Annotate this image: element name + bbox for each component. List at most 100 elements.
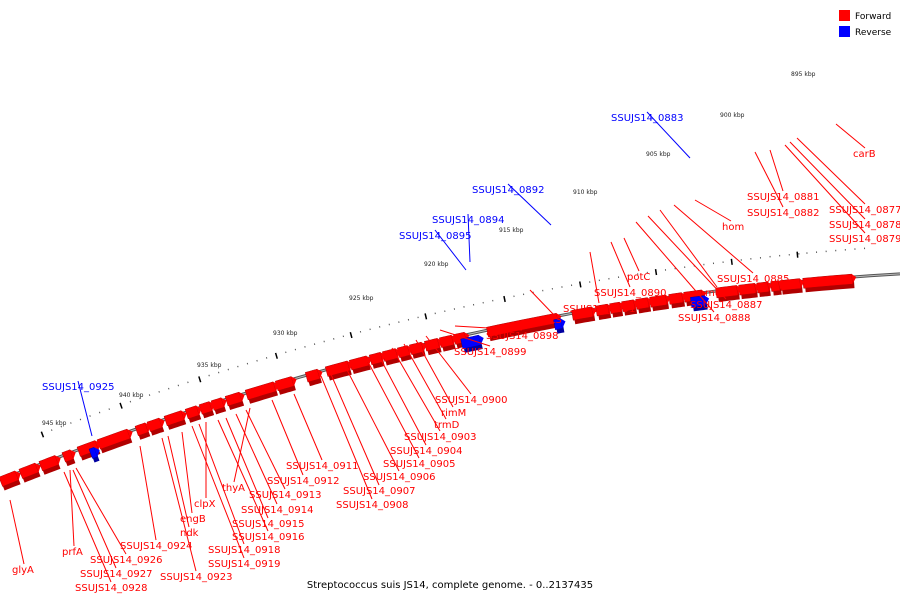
gene-label-hom[interactable]: hom [694, 199, 744, 233]
gene-label-ssujs14-0900[interactable]: SSUJS14_0900 [425, 335, 508, 406]
gene-label-ssujs14-0924[interactable]: SSUJS14_0924 [120, 445, 193, 552]
forward-gene-block[interactable] [396, 345, 413, 362]
gene-label-ssujs14-0878[interactable]: SSUJS14_0878 [789, 141, 900, 231]
forward-gene-block[interactable] [649, 294, 671, 312]
forward-gene-block[interactable] [438, 334, 457, 352]
gene-label-ssujs14-0915[interactable]: SSUJS14_0915 [225, 417, 305, 530]
forward-gene-block[interactable] [184, 405, 202, 423]
reverse-gene-block[interactable] [88, 446, 100, 463]
gene-label-ssujs14-0912[interactable]: SSUJS14_0912 [267, 399, 340, 487]
gene-label-ssujs14-0908[interactable]: SSUJS14_0908 [320, 375, 409, 511]
forward-gene-block[interactable] [224, 391, 245, 410]
legend: Forward Reverse [839, 10, 892, 38]
forward-gene-block[interactable] [324, 360, 353, 381]
forward-gene-block[interactable] [756, 281, 773, 297]
gene-label-engb[interactable]: engB [180, 431, 206, 525]
gene-label-ssujs14-0894[interactable]: SSUJS14_0894 [432, 213, 505, 263]
forward-gene-block[interactable] [571, 306, 597, 325]
gene-label-carb[interactable]: carB [835, 123, 876, 160]
forward-gene-block[interactable] [96, 428, 133, 454]
gene-label-ssujs14-0888[interactable]: SSUJS14_0888 [635, 221, 751, 324]
forward-gene-block[interactable] [134, 422, 151, 440]
gene-label-ssujs14-0918[interactable]: SSUJS14_0918 [198, 423, 281, 556]
gene-label-ssujs14-0879[interactable]: SSUJS14_0879 [784, 144, 900, 245]
gene-label-ssujs14-0892[interactable]: SSUJS14_0892 [472, 183, 552, 226]
leader-line [391, 347, 441, 432]
gene-arrowhead [145, 422, 151, 433]
gene-label-ssujs14-0907[interactable]: SSUJS14_0907 [329, 371, 416, 497]
forward-gene-block[interactable] [0, 470, 21, 491]
gene-label-ssujs14-0904[interactable]: SSUJS14_0904 [377, 353, 463, 457]
forward-gene-block[interactable] [244, 381, 279, 404]
forward-gene-block[interactable] [274, 376, 297, 395]
forward-gene-block[interactable] [738, 283, 760, 300]
gene-label-ssujs14-0877[interactable]: SSUJS14_0877 [796, 137, 900, 216]
forward-gene-block[interactable] [715, 285, 742, 302]
forward-gene-block[interactable] [595, 303, 613, 320]
gene-label-ssujs14-0916[interactable]: SSUJS14_0916 [217, 419, 305, 543]
gene-arrowhead [209, 401, 215, 411]
gene-label-ssujs14-0899[interactable]: SSUJS14_0899 [439, 329, 527, 358]
forward-gene-block[interactable] [304, 368, 323, 387]
forward-gene-block[interactable] [146, 417, 165, 436]
forward-gene-block[interactable] [635, 297, 653, 314]
gene-label-ssujs14-0887[interactable]: SSUJS14_0887 [647, 215, 763, 311]
leader-line [425, 335, 472, 395]
gene-label-ssujs14-0891[interactable]: SSUJS14_0891 [563, 251, 636, 315]
gene-label-ssujs14-0882[interactable]: SSUJS14_0882 [747, 151, 820, 219]
gene-label-ssujs14-0905[interactable]: SSUJS14_0905 [365, 357, 456, 470]
forward-gene-block[interactable] [198, 401, 215, 419]
gene-label-rimm[interactable]: rimM [415, 339, 466, 419]
gene-label-ssujs14-0906[interactable]: SSUJS14_0906 [344, 365, 436, 483]
forward-gene-block[interactable] [61, 449, 76, 467]
gene-label-thya[interactable]: thyA [222, 407, 251, 494]
gene-label-prts[interactable]: prtS [529, 289, 562, 326]
gene-label-text: SSUJS14_0894 [432, 215, 505, 226]
gene-label-murb[interactable]: murB [659, 209, 732, 299]
gene-label-ssujs14-0903[interactable]: SSUJS14_0903 [391, 347, 477, 443]
gene-arrowhead [395, 348, 401, 359]
forward-gene-block[interactable] [770, 280, 784, 296]
forward-gene-block[interactable] [348, 355, 372, 374]
forward-gene-block[interactable] [486, 312, 562, 342]
gene-label-ssujs14-0928[interactable]: SSUJS14_0928 [63, 471, 148, 594]
forward-gene-block[interactable] [210, 397, 227, 415]
gene-label-ssujs14-0885[interactable]: SSUJS14_0885 [673, 204, 790, 285]
gene-label-ssujs14-0881[interactable]: SSUJS14_0881 [747, 149, 820, 203]
forward-gene-block[interactable] [38, 455, 61, 475]
reverse-gene-block[interactable] [460, 334, 484, 353]
minor-tick [79, 418, 82, 421]
forward-gene-block[interactable] [802, 273, 857, 293]
gene-label-ndk[interactable]: ndk [167, 435, 199, 539]
forward-gene-block[interactable] [163, 410, 187, 430]
forward-gene-block[interactable] [779, 278, 805, 295]
gene-label-clpx[interactable]: clpX [194, 422, 216, 510]
gene-label-trmd[interactable]: trmD [403, 343, 460, 431]
gene-label-ssujs14-0919[interactable]: SSUJS14_0919 [191, 425, 281, 570]
forward-gene-block[interactable] [609, 301, 625, 318]
reverse-gene-block[interactable] [690, 295, 710, 312]
reverse-gene-block[interactable] [553, 318, 566, 334]
gene-label-glya[interactable]: glyA [9, 499, 34, 576]
gene-label-ssujs14-0890[interactable]: SSUJS14_0890 [594, 241, 667, 299]
gene-label-ssujs14-0923[interactable]: SSUJS14_0923 [160, 437, 233, 583]
gene-label-ssujs14-0925[interactable]: SSUJS14_0925 [42, 380, 115, 437]
gene-label-ssujs14-0898[interactable]: SSUJS14_0898 [454, 325, 559, 342]
gene-label-ssujs14-0883[interactable]: SSUJS14_0883 [611, 111, 691, 159]
gene-label-ssujs14-0913[interactable]: SSUJS14_0913 [245, 409, 322, 501]
forward-gene-block[interactable] [423, 338, 443, 356]
forward-gene-block[interactable] [621, 299, 639, 316]
gene-label-ssujs14-0914[interactable]: SSUJS14_0914 [235, 413, 314, 516]
gene-label-ssujs14-0926[interactable]: SSUJS14_0926 [75, 467, 163, 566]
gene-label-potc[interactable]: potC [623, 237, 650, 283]
gene-label-ssujs14-0895[interactable]: SSUJS14_0895 [399, 229, 472, 271]
forward-gene-block[interactable] [18, 462, 41, 483]
tick-label-915-kbp: 915 kbp [499, 227, 524, 234]
gene-label-prfa[interactable]: prfA [62, 469, 83, 558]
forward-gene-block[interactable] [368, 352, 386, 369]
gene-label-text: SSUJS14_0906 [363, 472, 436, 483]
gene-label-ssujs14-0911[interactable]: SSUJS14_0911 [286, 393, 359, 472]
forward-gene-block[interactable] [668, 292, 687, 309]
gene-label-ssujs14-0927[interactable]: SSUJS14_0927 [72, 469, 153, 580]
forward-gene-block[interactable] [408, 341, 427, 359]
